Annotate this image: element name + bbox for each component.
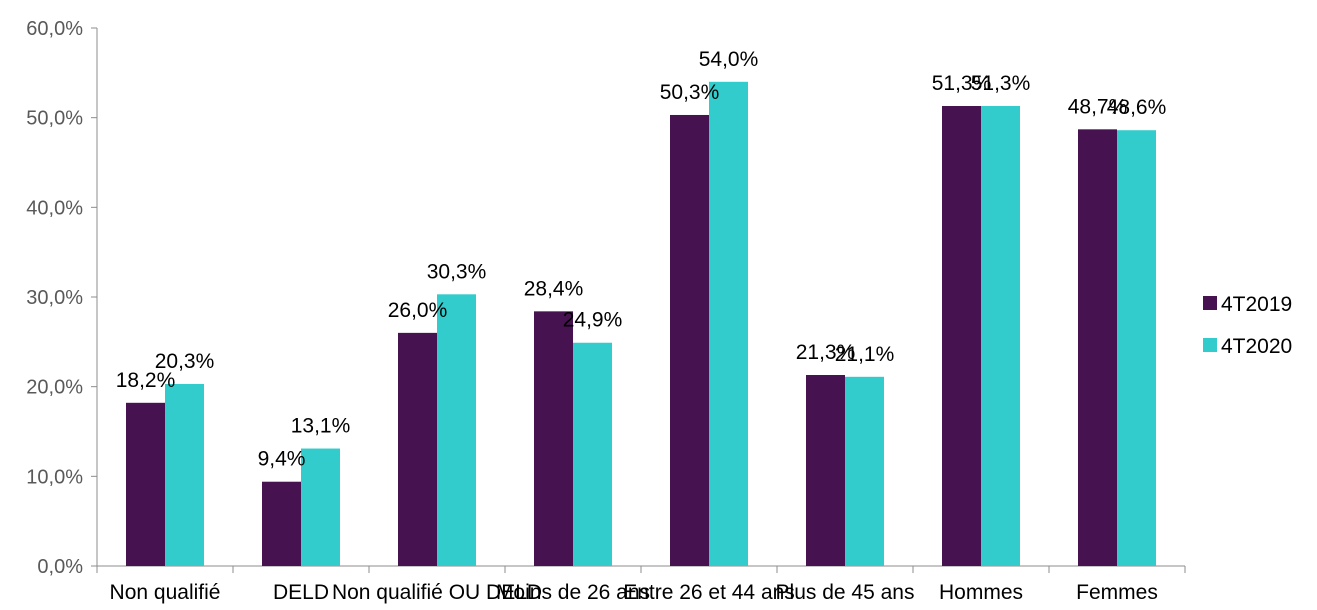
y-tick-label: 10,0% xyxy=(26,466,83,488)
data-label: 13,1% xyxy=(291,415,351,438)
data-labels: 18,2%20,3% 9,4% 13,1% 26,0% 30,3% 28,4% 24,9% 5… xyxy=(116,48,1167,471)
bar-4T2019 xyxy=(942,106,981,566)
y-tick-label: 40,0% xyxy=(26,197,83,219)
data-label: 54,0% xyxy=(699,48,759,71)
data-label: 50,3% xyxy=(660,81,720,104)
x-category-label: Hommes xyxy=(939,581,1023,604)
y-tick-label: 30,0% xyxy=(26,287,83,309)
data-label: 48,6% xyxy=(1107,96,1167,119)
bar-4T2019 xyxy=(534,311,573,566)
data-label: 28,4% xyxy=(524,277,584,300)
x-category-label: Non qualifié OU DELD xyxy=(332,581,542,604)
data-label: 21,1% xyxy=(835,343,895,366)
y-axis: 0,0% 10,0% 20,0% 30,0% 40,0% 50,0% 60,0% xyxy=(26,18,98,578)
bar-4T2019 xyxy=(1078,129,1117,566)
legend: 4T2019 4T2020 xyxy=(1203,293,1292,358)
data-label: 21,3% xyxy=(796,341,856,364)
x-category-label: Femmes xyxy=(1076,581,1158,604)
data-label: 30,3% xyxy=(427,260,487,283)
bars xyxy=(126,81,1156,567)
bar-4T2020 xyxy=(437,294,476,566)
x-category-label: Moins de 26 ans xyxy=(496,581,650,604)
x-axis: Non qualifié DELD Non qualifié OU DELDMoin… xyxy=(96,565,1186,604)
x-category-label: Non qualifié xyxy=(110,581,221,604)
bar-4T2019 xyxy=(806,375,845,566)
bar-4T2019 xyxy=(670,114,709,566)
data-label: 24,9% xyxy=(563,309,623,332)
bar-4T2019 xyxy=(126,402,165,566)
bar-4T2020 xyxy=(1117,130,1156,566)
data-label: 51,3% xyxy=(971,72,1031,95)
y-tick-label: 20,0% xyxy=(26,377,83,399)
x-category-label: Plus de 45 ans xyxy=(776,581,915,604)
data-label: 48,7% xyxy=(1068,95,1128,118)
y-tick-label: 60,0% xyxy=(26,18,83,40)
data-label: 9,4% xyxy=(258,448,306,471)
bar-4T2019 xyxy=(262,481,301,566)
x-category-label: Entre 26 et 44 ans xyxy=(623,581,795,604)
bar-4T2020 xyxy=(981,106,1020,566)
bar-4T2020 xyxy=(573,342,612,566)
bar-4T2019 xyxy=(398,332,437,566)
x-category-label: DELD xyxy=(273,581,329,604)
legend-swatch xyxy=(1203,338,1217,352)
bar-4T2020 xyxy=(845,376,884,566)
data-label: 18,2% xyxy=(116,369,176,392)
bar-4T2020 xyxy=(709,81,748,567)
bar-4T2020 xyxy=(165,383,204,566)
legend-swatch xyxy=(1203,296,1217,310)
data-label: 26,0% xyxy=(388,299,448,322)
data-label: 20,3% xyxy=(155,350,215,373)
legend-label: 4T2020 xyxy=(1221,335,1292,358)
y-tick-label: 50,0% xyxy=(26,108,83,130)
y-tick-label: 0,0% xyxy=(37,556,83,578)
legend-label: 4T2019 xyxy=(1221,293,1292,316)
data-label: 51,3% xyxy=(932,72,992,95)
bar-4T2020 xyxy=(301,448,340,566)
